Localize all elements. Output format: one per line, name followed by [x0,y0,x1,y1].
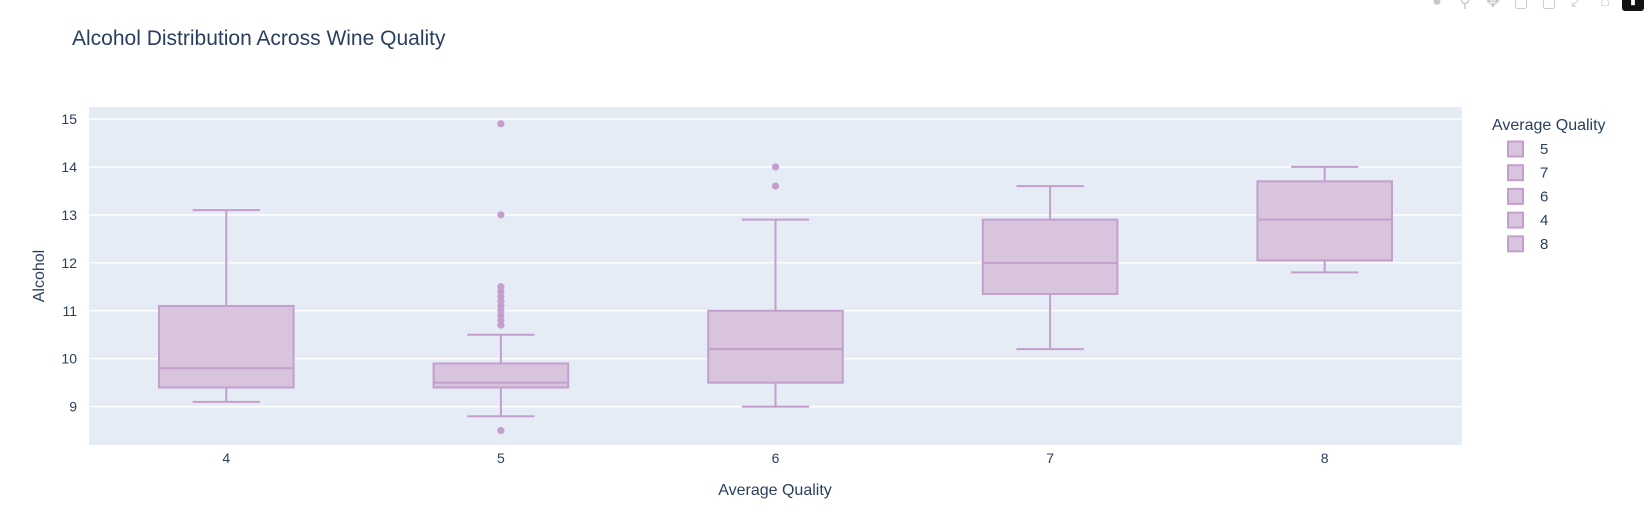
box-layer [158,120,1393,435]
y-tick-label: 13 [61,207,77,223]
outlier-point [497,211,505,219]
legend-label: 5 [1540,141,1548,158]
y-tick-label: 10 [61,351,77,367]
box-body [1256,180,1393,262]
autoscale-icon[interactable]: ⤢ [1570,0,1584,10]
x-tick-label: 4 [222,450,230,466]
box-trace-8 [1256,165,1393,274]
outlier-point [497,427,505,435]
outlier-point [497,120,505,128]
outlier-point [771,182,780,190]
legend-item-6[interactable]: 6 [1507,187,1548,205]
outlier-point [771,163,780,171]
legend: Average Quality 5 7 6 4 8 [1492,117,1606,253]
zoom-out-icon[interactable]: ▢ [1541,0,1557,11]
box-trace-5 [432,120,570,435]
legend-item-7[interactable]: 7 [1507,164,1548,182]
y-tick-label: 15 [61,111,77,127]
outlier-point [497,283,505,291]
y-tick-label: 9 [69,399,77,415]
box-trace-6 [707,163,844,408]
legend-item-4[interactable]: 4 [1507,211,1548,229]
legend-label: 8 [1540,236,1548,253]
reset-icon[interactable]: ⌂ [1600,0,1610,10]
pan-icon[interactable]: ✥ [1486,0,1500,11]
modebar: ● ⚲ ✥ ▢ ▢ ⤢ ⌂ ▮ [1426,0,1644,12]
x-tick-label: 5 [497,450,505,466]
y-tick-label: 12 [61,255,77,271]
y-tick-label: 14 [61,159,77,175]
x-tick-label: 8 [1321,450,1329,466]
y-tick-labels: 9 10 11 12 13 14 15 [61,111,77,415]
chart-title: Alcohol Distribution Across Wine Quality [72,27,446,50]
plotly-logo-icon[interactable]: ▮ [1622,0,1644,11]
box-body [158,304,295,389]
legend-label: 4 [1540,212,1548,229]
box-trace-4 [158,209,295,403]
x-tick-labels: 4 5 6 7 8 [222,450,1328,466]
box-body [981,218,1119,295]
legend-swatch [1507,187,1524,205]
legend-title: Average Quality [1492,117,1606,134]
zoom-in-icon[interactable]: ▢ [1513,0,1529,11]
box-body [707,309,844,384]
y-axis-title: Alcohol [31,250,48,302]
legend-swatch [1507,211,1524,229]
y-tick-label: 11 [62,303,77,319]
legend-swatch [1507,235,1524,253]
x-axis-title: Average Quality [718,482,832,499]
x-tick-label: 6 [772,450,780,466]
legend-item-5[interactable]: 5 [1507,140,1548,158]
legend-label: 7 [1540,165,1548,182]
zoom-icon[interactable]: ⚲ [1459,0,1471,11]
x-tick-label: 7 [1046,450,1054,466]
box-body [432,362,570,389]
legend-label: 6 [1540,188,1548,205]
legend-swatch [1507,140,1524,158]
legend-swatch [1507,164,1524,182]
camera-icon[interactable]: ● [1432,0,1442,10]
legend-item-8[interactable]: 8 [1507,235,1548,253]
box-trace-7 [981,185,1119,351]
